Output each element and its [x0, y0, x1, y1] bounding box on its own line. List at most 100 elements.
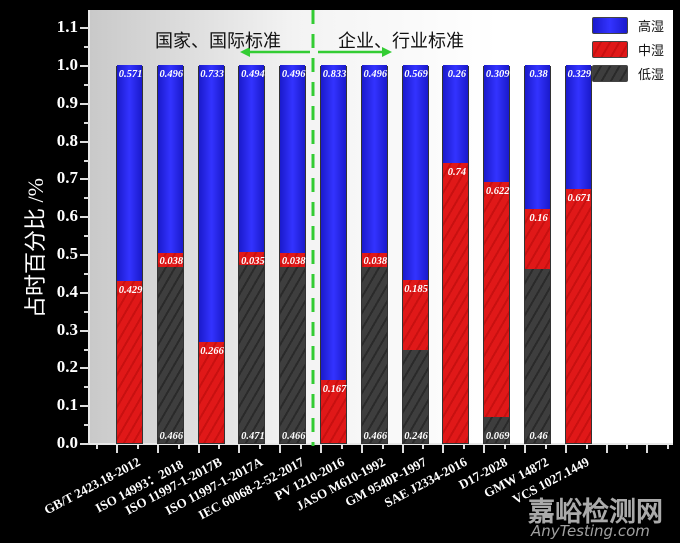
legend-swatch-mid	[592, 41, 628, 58]
bar-segment-low	[239, 264, 265, 443]
y-tick-mark	[80, 65, 89, 67]
legend-label-high: 高湿	[638, 20, 665, 35]
bar: 0.569 0.185 0.246	[401, 65, 429, 444]
bar: 0.309 0.622 0.069	[483, 65, 511, 444]
value-label: 0.496	[281, 69, 306, 80]
y-tick-label: 0.4	[56, 281, 78, 301]
y-tick-label: 0.6	[56, 206, 78, 226]
y-tick-mark	[80, 443, 89, 445]
y-minor-tick	[84, 197, 89, 200]
bar: 0.571 0.429	[116, 65, 143, 444]
value-label: 0.16	[529, 212, 548, 224]
value-label: 0.496	[363, 69, 388, 80]
y-tick-mark	[80, 27, 89, 30]
legend-label-mid: 中湿	[638, 44, 665, 59]
x-tick-mark	[401, 445, 404, 453]
bar: 0.833 0.167	[320, 65, 347, 444]
x-tick-mark	[156, 445, 159, 453]
x-tick-mark	[300, 445, 302, 449]
x-tick-mark	[667, 445, 670, 449]
y-tick-mark	[80, 178, 89, 181]
right-group-label: 企业、行业标准	[338, 31, 464, 52]
bar-segment-mid	[239, 251, 265, 265]
bar-segment-high	[280, 65, 306, 253]
watermark-en: AnyTesting.com	[531, 522, 650, 540]
value-label: 0.038	[363, 256, 388, 268]
x-tick-mark	[136, 445, 139, 449]
y-tick-label: 0.7	[56, 168, 78, 188]
value-label: 0.569	[404, 69, 428, 80]
value-label: 0.38	[529, 69, 548, 80]
x-tick-mark	[238, 445, 241, 453]
value-label: 0.622	[485, 185, 510, 197]
x-tick-mark	[381, 445, 384, 449]
bar-segment-mid	[484, 181, 510, 417]
bar: 0.494 0.035 0.471	[238, 65, 266, 444]
bar: 0.38 0.16 0.46	[524, 65, 551, 444]
bar-segment-high	[321, 65, 346, 380]
bar-segment-high	[565, 65, 591, 190]
bar: 0.496 0.038 0.466	[360, 65, 388, 444]
legend-label-low: 低湿	[638, 68, 665, 83]
x-tick-mark	[585, 445, 588, 449]
bar-segment-mid	[443, 163, 469, 443]
value-label: 0.069	[485, 431, 510, 442]
x-tick-mark	[96, 445, 98, 449]
bar-segment-mid	[402, 280, 428, 351]
y-tick-mark	[80, 291, 89, 294]
bar-segment-high	[402, 65, 428, 281]
y-tick-mark	[80, 405, 89, 408]
value-label: 0.571	[118, 69, 143, 80]
value-label: 0.038	[159, 256, 184, 268]
y-tick-mark	[80, 254, 89, 256]
bar-segment-mid	[565, 189, 591, 443]
y-tick-mark	[80, 216, 89, 219]
y-tick-label: 1.1	[56, 17, 78, 37]
y-minor-tick	[84, 310, 89, 313]
x-tick-mark	[320, 445, 322, 453]
bar: 0.26 0.74	[442, 65, 470, 444]
bar-segment-high	[443, 65, 469, 164]
value-label: 0.038	[281, 256, 306, 268]
value-label: 0.466	[159, 431, 184, 442]
value-label: 0.496	[159, 69, 184, 80]
bar-segment-high	[361, 65, 387, 253]
bar-segment-mid	[198, 342, 224, 443]
value-label: 0.466	[363, 431, 388, 442]
y-tick-mark	[80, 329, 89, 332]
legend-item-high: 高湿	[592, 16, 664, 35]
y-tick-mark	[80, 102, 89, 105]
bar-segment-high	[157, 65, 183, 253]
x-tick-mark	[524, 445, 526, 453]
value-label: 0.733	[200, 69, 224, 80]
value-label: 0.26	[447, 69, 467, 80]
x-tick-mark	[177, 445, 180, 449]
value-label: 0.671	[567, 193, 592, 205]
value-label: 0.494	[241, 69, 265, 80]
value-label: 0.429	[118, 284, 143, 296]
x-tick-mark	[360, 445, 363, 453]
y-minor-tick	[84, 386, 89, 389]
x-tick-mark	[463, 445, 466, 449]
bar-segment-low	[525, 269, 550, 443]
y-tick-label: 1.0	[56, 55, 78, 74]
bar-segment-mid	[117, 280, 142, 443]
bar-segment-low	[402, 350, 428, 443]
value-label: 0.833	[322, 69, 347, 80]
x-tick-mark	[483, 445, 486, 453]
y-tick-label: 0.3	[56, 319, 78, 339]
bar-segment-high	[484, 65, 510, 182]
y-tick-label: 0.9	[56, 92, 78, 112]
value-label: 0.246	[404, 431, 428, 442]
bar-segment-low	[484, 416, 510, 443]
value-label: 0.46	[529, 431, 548, 442]
group-divider-line	[311, 10, 315, 446]
bar-segment-low	[280, 266, 306, 443]
y-minor-tick	[84, 424, 89, 427]
x-tick-mark	[259, 445, 262, 449]
x-tick-mark	[626, 445, 629, 449]
bar-segment-high	[239, 65, 265, 252]
value-label: 0.167	[322, 383, 347, 395]
y-tick-label: 0.0	[56, 433, 78, 452]
y-tick-mark	[80, 140, 89, 143]
